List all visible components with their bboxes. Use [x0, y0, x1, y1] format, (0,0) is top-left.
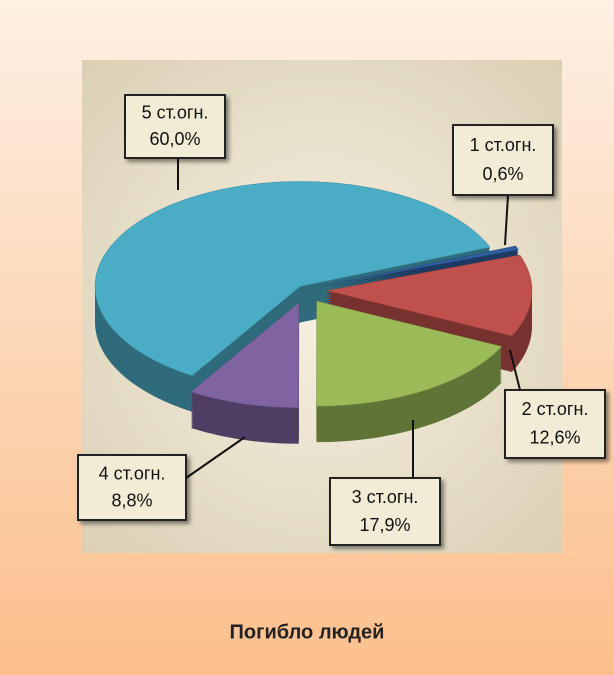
- category-label: 5 ст.огн.: [142, 103, 209, 123]
- label-box: [452, 124, 554, 196]
- value-label: 12,6%: [529, 428, 580, 448]
- category-label: 1 ст.огн.: [470, 135, 537, 155]
- category-label: 2 ст.огн.: [522, 399, 589, 419]
- slice-group: [316, 300, 503, 443]
- leader-line: [509, 349, 521, 391]
- category-label: 3 ст.огн.: [352, 487, 419, 507]
- label-box: [504, 389, 606, 459]
- value-label: 17,9%: [359, 515, 410, 535]
- value-label: 8,8%: [111, 491, 152, 511]
- category-label: 4 ст.огн.: [99, 463, 166, 483]
- label-box: [77, 454, 187, 521]
- slice: [316, 300, 503, 407]
- label-box: [124, 94, 226, 159]
- value-label: 0,6%: [482, 164, 523, 184]
- slice: [325, 245, 519, 286]
- slice: [94, 181, 491, 377]
- value-label: 60,0%: [149, 129, 200, 149]
- slice: [190, 302, 300, 408]
- leader-line: [504, 194, 509, 246]
- slice-group: [94, 181, 491, 412]
- leader-line: [185, 436, 246, 479]
- slice-group: [190, 302, 300, 444]
- label-box: [329, 477, 441, 546]
- slice: [326, 254, 533, 337]
- chart-title: Погибло людей: [230, 621, 385, 643]
